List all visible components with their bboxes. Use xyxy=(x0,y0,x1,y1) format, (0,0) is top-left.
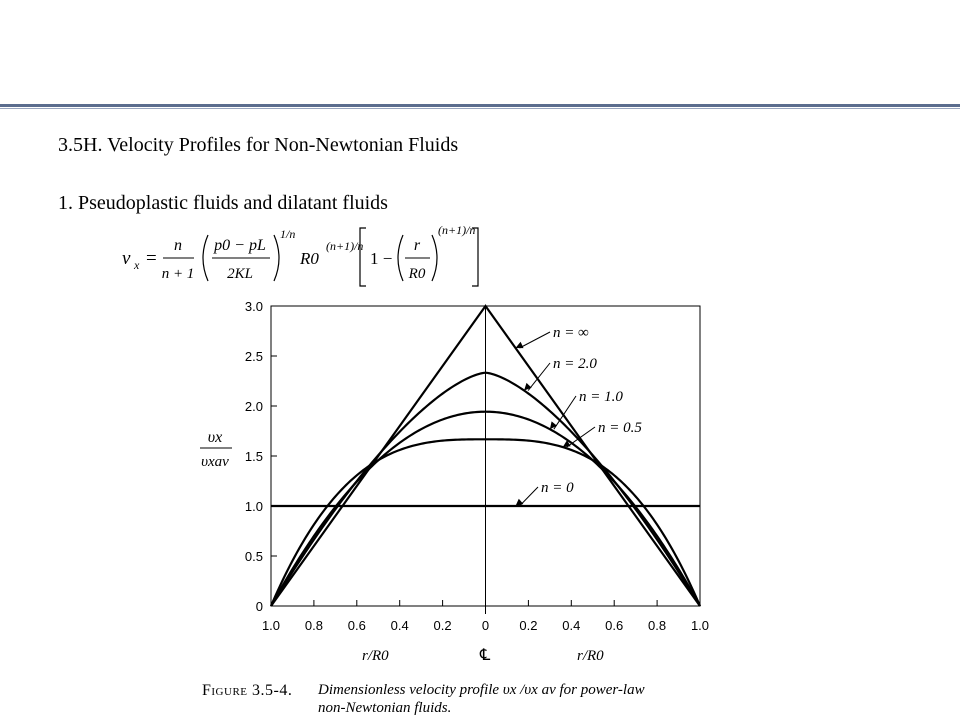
formula-lhs: v xyxy=(122,248,131,269)
subheading: 1. Pseudoplastic fluids and dilatant flu… xyxy=(58,192,388,214)
series-labels: n = ∞ n = 2.0 n = 1.0 n = 0.5 n = 0 xyxy=(515,325,642,507)
series-label: n = ∞ xyxy=(553,325,589,341)
y-axis-ticks: 0 0.5 1.0 1.5 2.0 2.5 3.0 xyxy=(245,299,277,614)
formula-one-minus: 1 − xyxy=(370,249,392,268)
y-tick-label: 3.0 xyxy=(245,299,263,314)
series-leader xyxy=(519,486,539,507)
x-tick-label: 0.2 xyxy=(434,618,452,633)
y-tick-label: 0 xyxy=(256,599,263,614)
y-tick-label: 2.0 xyxy=(245,399,263,414)
formula-frac1-den: n + 1 xyxy=(162,266,195,282)
series-label: n = 2.0 xyxy=(553,356,597,372)
formula-paren-right xyxy=(273,234,280,282)
series-arrowhead xyxy=(562,440,571,448)
x-tick-label: 0.6 xyxy=(605,618,623,633)
formula-exp3: (n+1)/n xyxy=(438,223,475,237)
formula-paren-left xyxy=(202,234,209,282)
x-axis-ticks: 1.0 0.8 0.6 0.4 0.2 0 0.2 0.4 0.6 0.8 1.0 xyxy=(262,600,709,633)
figure-caption-line-1: Dimensionless velocity profile υx /υx av… xyxy=(318,682,645,698)
formula-frac3-num: r xyxy=(414,237,421,254)
header-rule-thin xyxy=(0,108,960,109)
formula-equals: = xyxy=(146,248,157,269)
series-leader xyxy=(527,362,551,391)
series-leader xyxy=(519,331,551,349)
series-lines xyxy=(269,304,702,614)
formula-lhs-sub: x xyxy=(133,258,140,272)
formula-frac3-den: R0 xyxy=(408,266,426,282)
section-heading: 3.5H. Velocity Profiles for Non-Newtonia… xyxy=(58,134,459,156)
figure-caption-line-2: non-Newtonian fluids. xyxy=(318,700,452,716)
series-leader xyxy=(553,395,577,430)
y-tick-label: 0.5 xyxy=(245,549,263,564)
x-tick-label: 0.6 xyxy=(348,618,366,633)
x-tick-label: 1.0 xyxy=(262,618,280,633)
x-axis-label-right: r/R0 xyxy=(577,648,604,664)
y-tick-label: 1.5 xyxy=(245,449,263,464)
x-tick-label: 0.4 xyxy=(562,618,580,633)
y-tick-label: 1.0 xyxy=(245,499,263,514)
formula-frac2-num: p0 − pL xyxy=(213,237,266,254)
y-tick-label: 2.5 xyxy=(245,349,263,364)
formula-bracket-left xyxy=(359,227,366,287)
formula-exp1: 1/n xyxy=(280,227,295,241)
x-tick-label: 1.0 xyxy=(691,618,709,633)
formula-frac2-den: 2KL xyxy=(227,266,253,282)
x-tick-label: 0.8 xyxy=(305,618,323,633)
series-line xyxy=(269,438,702,607)
formula-bracket-right xyxy=(472,227,479,287)
header-rule xyxy=(0,104,960,107)
formula-paren3-right xyxy=(431,234,438,282)
velocity-formula: v x = n n + 1 p0 − pL 2KL 1/n R0 (n+1)/n… xyxy=(122,223,479,287)
x-tick-label: 0.8 xyxy=(648,618,666,633)
formula-paren3-left xyxy=(397,234,404,282)
formula-exp2: (n+1)/n xyxy=(326,239,363,253)
series-arrowhead xyxy=(515,341,524,349)
centerline-label: ℄ xyxy=(479,645,491,664)
y-axis-label-den: υxav xyxy=(201,454,229,470)
x-tick-label: 0.2 xyxy=(519,618,537,633)
x-axis-label-left: r/R0 xyxy=(362,648,389,664)
series-label: n = 0 xyxy=(541,480,574,496)
figure-caption-label: Figure 3.5-4. xyxy=(202,682,293,699)
series-arrowhead xyxy=(524,382,532,391)
y-axis-label-num: υx xyxy=(208,429,222,446)
series-label: n = 1.0 xyxy=(579,389,623,405)
x-tick-label: 0 xyxy=(482,618,489,633)
x-tick-label: 0.4 xyxy=(391,618,409,633)
formula-frac1-num: n xyxy=(174,237,182,254)
series-label: n = 0.5 xyxy=(598,420,642,436)
series-arrowhead xyxy=(549,421,557,430)
series-line xyxy=(270,410,701,607)
formula-r0: R0 xyxy=(299,249,319,268)
series-arrowhead xyxy=(515,498,524,506)
series-leader xyxy=(566,426,596,448)
